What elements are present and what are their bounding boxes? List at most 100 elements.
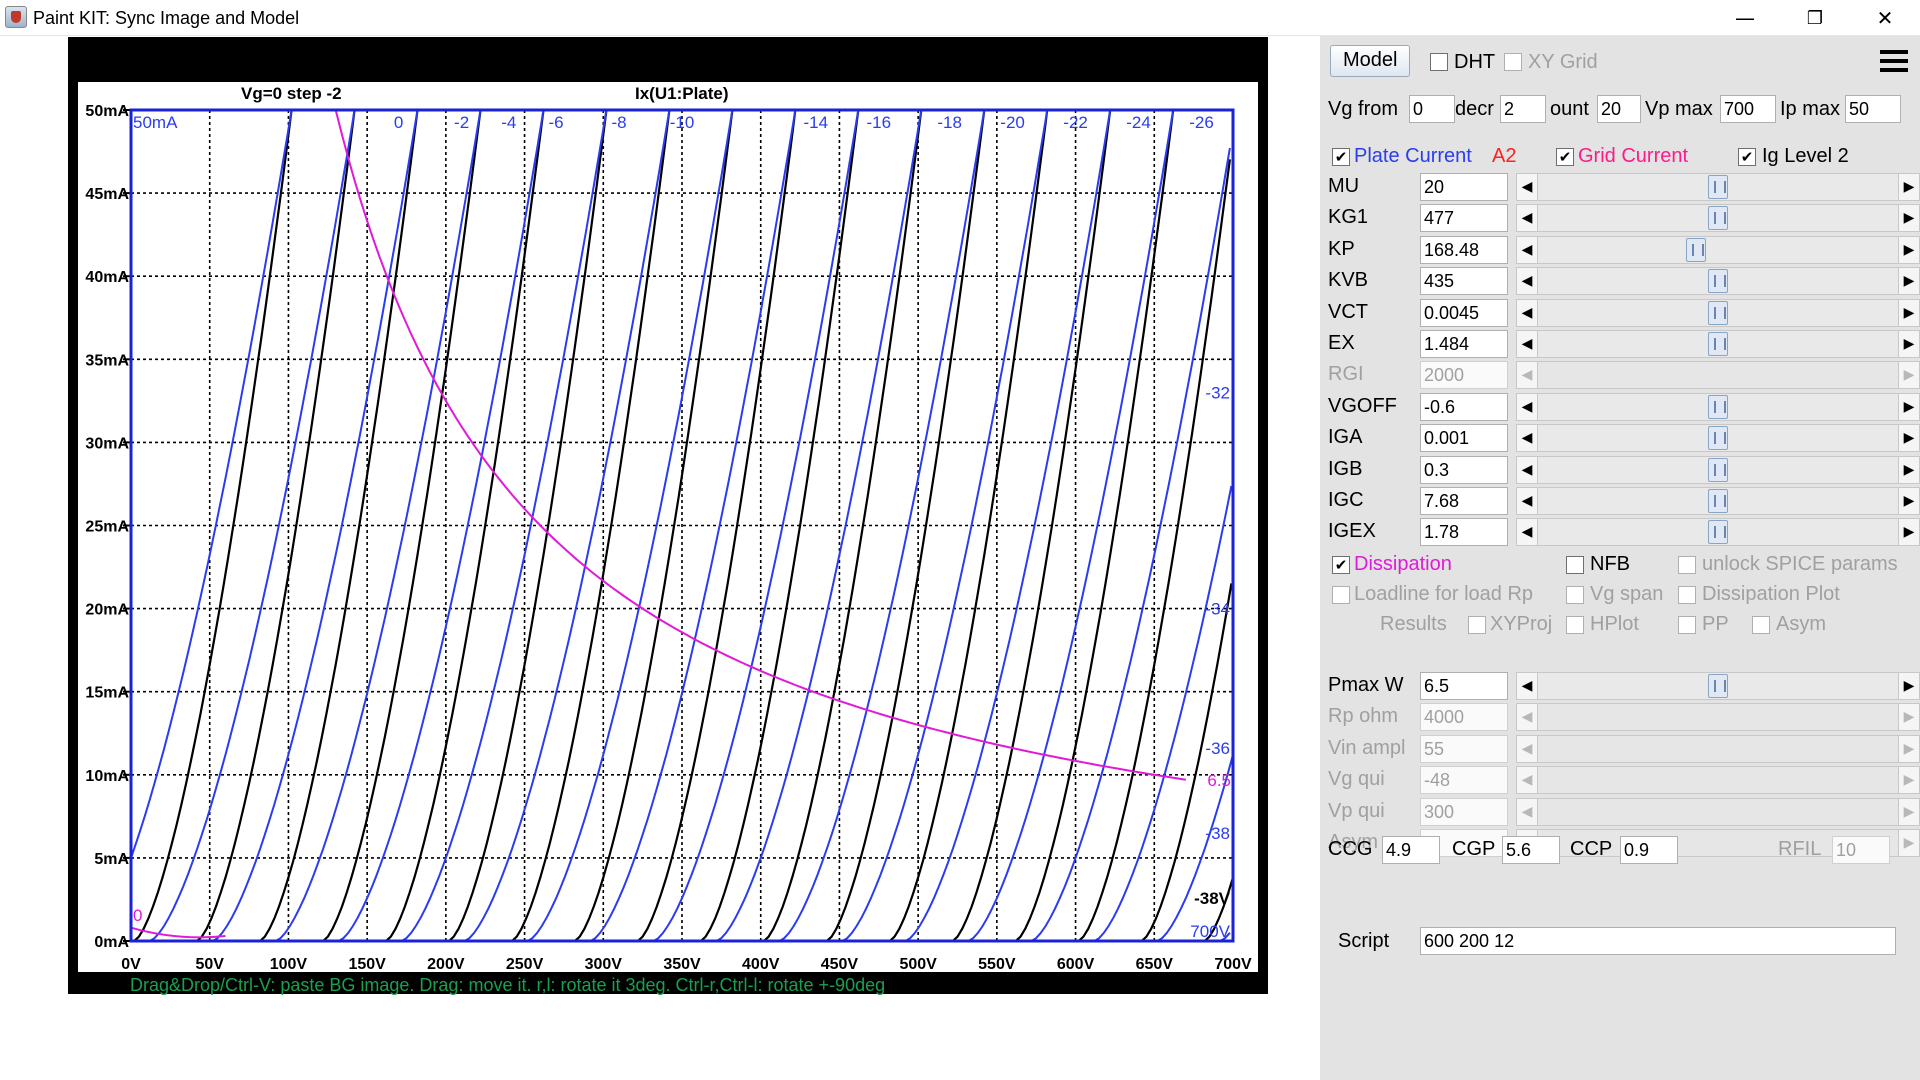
slider-left-arrow-icon[interactable]: ◀ [1516, 424, 1538, 453]
vg-from-field[interactable]: 0 [1409, 95, 1455, 123]
slider-right-arrow-icon[interactable]: ▶ [1898, 455, 1920, 484]
slider-thumb[interactable] [1708, 332, 1728, 356]
ig-level2-checkbox[interactable]: ✔ [1738, 148, 1756, 166]
slider-track[interactable] [1538, 173, 1898, 201]
minimize-button[interactable]: — [1735, 6, 1755, 30]
menu-icon[interactable] [1880, 50, 1908, 72]
slider-track[interactable] [1538, 267, 1898, 296]
param-slider-mu[interactable]: ◀ ▶ [1516, 173, 1920, 201]
loadline-checkbox[interactable] [1332, 586, 1350, 604]
slider-right-arrow-icon[interactable]: ▶ [1898, 173, 1920, 201]
param-field-kp[interactable]: 168.48 [1420, 235, 1508, 264]
param-field-vct[interactable]: 0.0045 [1420, 298, 1508, 327]
slider-right-arrow-icon[interactable]: ▶ [1898, 235, 1920, 264]
slider-right-arrow-icon[interactable]: ▶ [1898, 766, 1920, 795]
unlock-spice-checkbox[interactable] [1678, 556, 1696, 574]
param-field-kvb[interactable]: 435 [1420, 267, 1508, 296]
slider-thumb[interactable] [1708, 175, 1728, 199]
vp-max-field[interactable]: 700 [1720, 95, 1776, 123]
slider-left-arrow-icon[interactable]: ◀ [1516, 330, 1538, 358]
slider-right-arrow-icon[interactable]: ▶ [1898, 424, 1920, 453]
slider-track[interactable] [1538, 424, 1898, 453]
pp-checkbox[interactable] [1678, 616, 1696, 634]
slider-track[interactable] [1538, 734, 1898, 763]
slider-left-arrow-icon[interactable]: ◀ [1516, 361, 1538, 390]
param-field-vgoff[interactable]: -0.6 [1420, 392, 1508, 421]
slider-left-arrow-icon[interactable]: ◀ [1516, 703, 1538, 732]
count-field[interactable]: 20 [1597, 95, 1641, 123]
param-slider-igb[interactable]: ◀ ▶ [1516, 455, 1920, 484]
param-field-rgi[interactable]: 2000 [1420, 361, 1508, 390]
decr-field[interactable]: 2 [1500, 95, 1546, 123]
model-button[interactable]: Model [1330, 45, 1411, 77]
grid-current-checkbox[interactable]: ✔ [1556, 148, 1574, 166]
param-slider-kg1[interactable]: ◀ ▶ [1516, 204, 1920, 233]
dissipation-plot-checkbox[interactable] [1678, 586, 1696, 604]
slider-thumb[interactable] [1708, 300, 1728, 325]
param-field-vp-qui[interactable]: 300 [1420, 797, 1508, 826]
param-field-igc[interactable]: 7.68 [1420, 487, 1508, 515]
slider-thumb[interactable] [1708, 674, 1728, 698]
slider-track[interactable] [1538, 298, 1898, 327]
param-slider-kvb[interactable]: ◀ ▶ [1516, 267, 1920, 296]
param-slider-vgoff[interactable]: ◀ ▶ [1516, 392, 1920, 421]
slider-left-arrow-icon[interactable]: ◀ [1516, 298, 1538, 327]
slider-left-arrow-icon[interactable]: ◀ [1516, 455, 1538, 484]
slider-right-arrow-icon[interactable]: ▶ [1898, 267, 1920, 296]
param-slider-ex[interactable]: ◀ ▶ [1516, 330, 1920, 358]
plate-curves-chart[interactable]: 0V 50V 100V 150V 200V 250V 300V 350V 400V 450V 500… [68, 37, 1268, 994]
slider-left-arrow-icon[interactable]: ◀ [1516, 766, 1538, 795]
slider-right-arrow-icon[interactable]: ▶ [1898, 734, 1920, 763]
param-field-vg-qui[interactable]: -48 [1420, 766, 1508, 795]
slider-left-arrow-icon[interactable]: ◀ [1516, 734, 1538, 763]
param-slider-iga[interactable]: ◀ ▶ [1516, 424, 1920, 453]
slider-left-arrow-icon[interactable]: ◀ [1516, 173, 1538, 201]
slider-track[interactable] [1538, 361, 1898, 390]
param-slider-rgi[interactable]: ◀ ▶ [1516, 361, 1920, 390]
slider-thumb[interactable] [1708, 457, 1728, 482]
rfil-field[interactable]: 10 [1832, 836, 1890, 864]
param-field-kg1[interactable]: 477 [1420, 204, 1508, 233]
slider-left-arrow-icon[interactable]: ◀ [1516, 204, 1538, 233]
slider-thumb[interactable] [1708, 426, 1728, 451]
slider-track[interactable] [1538, 330, 1898, 358]
slider-track[interactable] [1538, 672, 1898, 700]
param-field-igb[interactable]: 0.3 [1420, 455, 1508, 484]
slider-right-arrow-icon[interactable]: ▶ [1898, 703, 1920, 732]
dht-checkbox[interactable] [1430, 53, 1448, 71]
param-slider-vg-qui[interactable]: ◀ ▶ [1516, 766, 1920, 795]
slider-track[interactable] [1538, 204, 1898, 233]
vg-span-checkbox[interactable] [1566, 586, 1584, 604]
slider-track[interactable] [1538, 766, 1898, 795]
slider-thumb[interactable] [1708, 520, 1728, 545]
asym-checkbox[interactable] [1752, 616, 1770, 634]
param-slider-pmax-w[interactable]: ◀ ▶ [1516, 672, 1920, 700]
close-button[interactable]: ✕ [1876, 6, 1894, 30]
param-slider-kp[interactable]: ◀ ▶ [1516, 235, 1920, 264]
slider-track[interactable] [1538, 797, 1898, 826]
ip-max-field[interactable]: 50 [1845, 95, 1901, 123]
slider-track[interactable] [1538, 235, 1898, 264]
param-slider-rp-ohm[interactable]: ◀ ▶ [1516, 703, 1920, 732]
xyproj-checkbox[interactable] [1468, 616, 1486, 634]
slider-left-arrow-icon[interactable]: ◀ [1516, 797, 1538, 826]
slider-left-arrow-icon[interactable]: ◀ [1516, 672, 1538, 700]
nfb-checkbox[interactable] [1566, 556, 1584, 574]
param-slider-igex[interactable]: ◀ ▶ [1516, 518, 1920, 547]
slider-thumb[interactable] [1708, 206, 1728, 231]
slider-left-arrow-icon[interactable]: ◀ [1516, 267, 1538, 296]
slider-track[interactable] [1538, 703, 1898, 732]
cgp-field[interactable]: 5.6 [1502, 836, 1560, 864]
plate-current-checkbox[interactable]: ✔ [1332, 148, 1350, 166]
param-slider-vp-qui[interactable]: ◀ ▶ [1516, 797, 1920, 826]
param-field-iga[interactable]: 0.001 [1420, 424, 1508, 453]
slider-left-arrow-icon[interactable]: ◀ [1516, 518, 1538, 547]
param-field-mu[interactable]: 20 [1420, 173, 1508, 201]
slider-right-arrow-icon[interactable]: ▶ [1898, 392, 1920, 421]
slider-right-arrow-icon[interactable]: ▶ [1898, 518, 1920, 547]
slider-thumb[interactable] [1708, 394, 1728, 419]
param-field-ex[interactable]: 1.484 [1420, 330, 1508, 358]
param-field-igex[interactable]: 1.78 [1420, 518, 1508, 547]
slider-thumb[interactable] [1708, 489, 1728, 513]
slider-right-arrow-icon[interactable]: ▶ [1898, 672, 1920, 700]
